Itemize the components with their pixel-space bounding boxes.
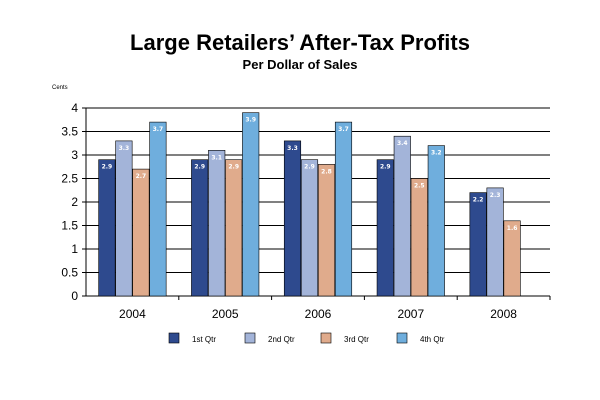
bar xyxy=(376,159,394,297)
bar xyxy=(242,112,260,297)
data-label: 2.3 xyxy=(490,192,501,199)
bar xyxy=(427,145,445,297)
legend-label: 4th Qtr xyxy=(420,335,445,344)
bar xyxy=(334,121,353,297)
y-tick-label: 3 xyxy=(71,148,78,162)
y-tick-label: 4 xyxy=(71,101,78,115)
y-tick-label: 2.5 xyxy=(61,172,78,186)
data-label: 3.2 xyxy=(431,150,442,157)
x-tick-label: 2006 xyxy=(305,307,332,321)
bar xyxy=(503,220,521,297)
data-label: 3.4 xyxy=(397,140,408,147)
data-label: 2.9 xyxy=(228,164,239,171)
y-tick-label: 2 xyxy=(71,195,78,209)
data-label: 2.5 xyxy=(414,183,425,190)
data-label: 2.9 xyxy=(194,164,205,171)
legend-label: 1st Qtr xyxy=(192,335,216,344)
y-tick-label: 0 xyxy=(71,289,78,303)
bar xyxy=(393,135,411,297)
data-label: 2.9 xyxy=(380,164,391,171)
data-label: 3.1 xyxy=(211,154,222,161)
bar xyxy=(149,121,167,297)
legend-label: 3rd Qtr xyxy=(344,335,369,344)
bar xyxy=(486,187,504,297)
bar xyxy=(115,140,133,297)
legend-swatch xyxy=(244,332,256,344)
chart-subtitle: Per Dollar of Sales xyxy=(242,57,358,72)
data-label: 3.7 xyxy=(153,126,164,133)
bar xyxy=(410,178,428,297)
data-label: 2.9 xyxy=(102,164,113,171)
y-tick-label: 0.5 xyxy=(61,266,78,280)
data-label: 3.3 xyxy=(287,145,298,152)
legend-swatch xyxy=(168,332,180,344)
data-label: 3.3 xyxy=(119,145,130,152)
legend-swatch xyxy=(396,332,408,344)
chart-title: Large Retailers’ After-Tax Profits xyxy=(130,30,470,55)
bar xyxy=(469,192,487,297)
legend-swatch xyxy=(320,332,332,344)
bar xyxy=(191,159,209,297)
y-axis-unit-label: Cents xyxy=(52,85,68,91)
x-tick-label: 2005 xyxy=(212,307,239,321)
bar xyxy=(317,164,336,297)
y-tick-label: 1.5 xyxy=(61,219,78,233)
legend-label: 2nd Qtr xyxy=(268,335,295,344)
bar xyxy=(208,150,226,297)
y-tick-label: 3.5 xyxy=(61,125,78,139)
data-label: 3.9 xyxy=(245,117,256,124)
data-label: 2.7 xyxy=(136,173,147,180)
data-label: 3.7 xyxy=(338,126,349,133)
bar xyxy=(225,159,243,297)
bar xyxy=(132,168,150,297)
bar xyxy=(283,140,302,297)
data-label: 2.2 xyxy=(473,197,484,204)
data-label: 2.9 xyxy=(304,164,315,171)
bar xyxy=(98,159,116,297)
x-tick-label: 2007 xyxy=(397,307,424,321)
data-label: 2.8 xyxy=(321,168,332,175)
data-label: 1.6 xyxy=(507,225,518,232)
y-tick-label: 1 xyxy=(71,242,78,256)
x-tick-label: 2004 xyxy=(119,307,146,321)
x-tick-label: 2008 xyxy=(490,307,517,321)
bar xyxy=(300,159,319,297)
